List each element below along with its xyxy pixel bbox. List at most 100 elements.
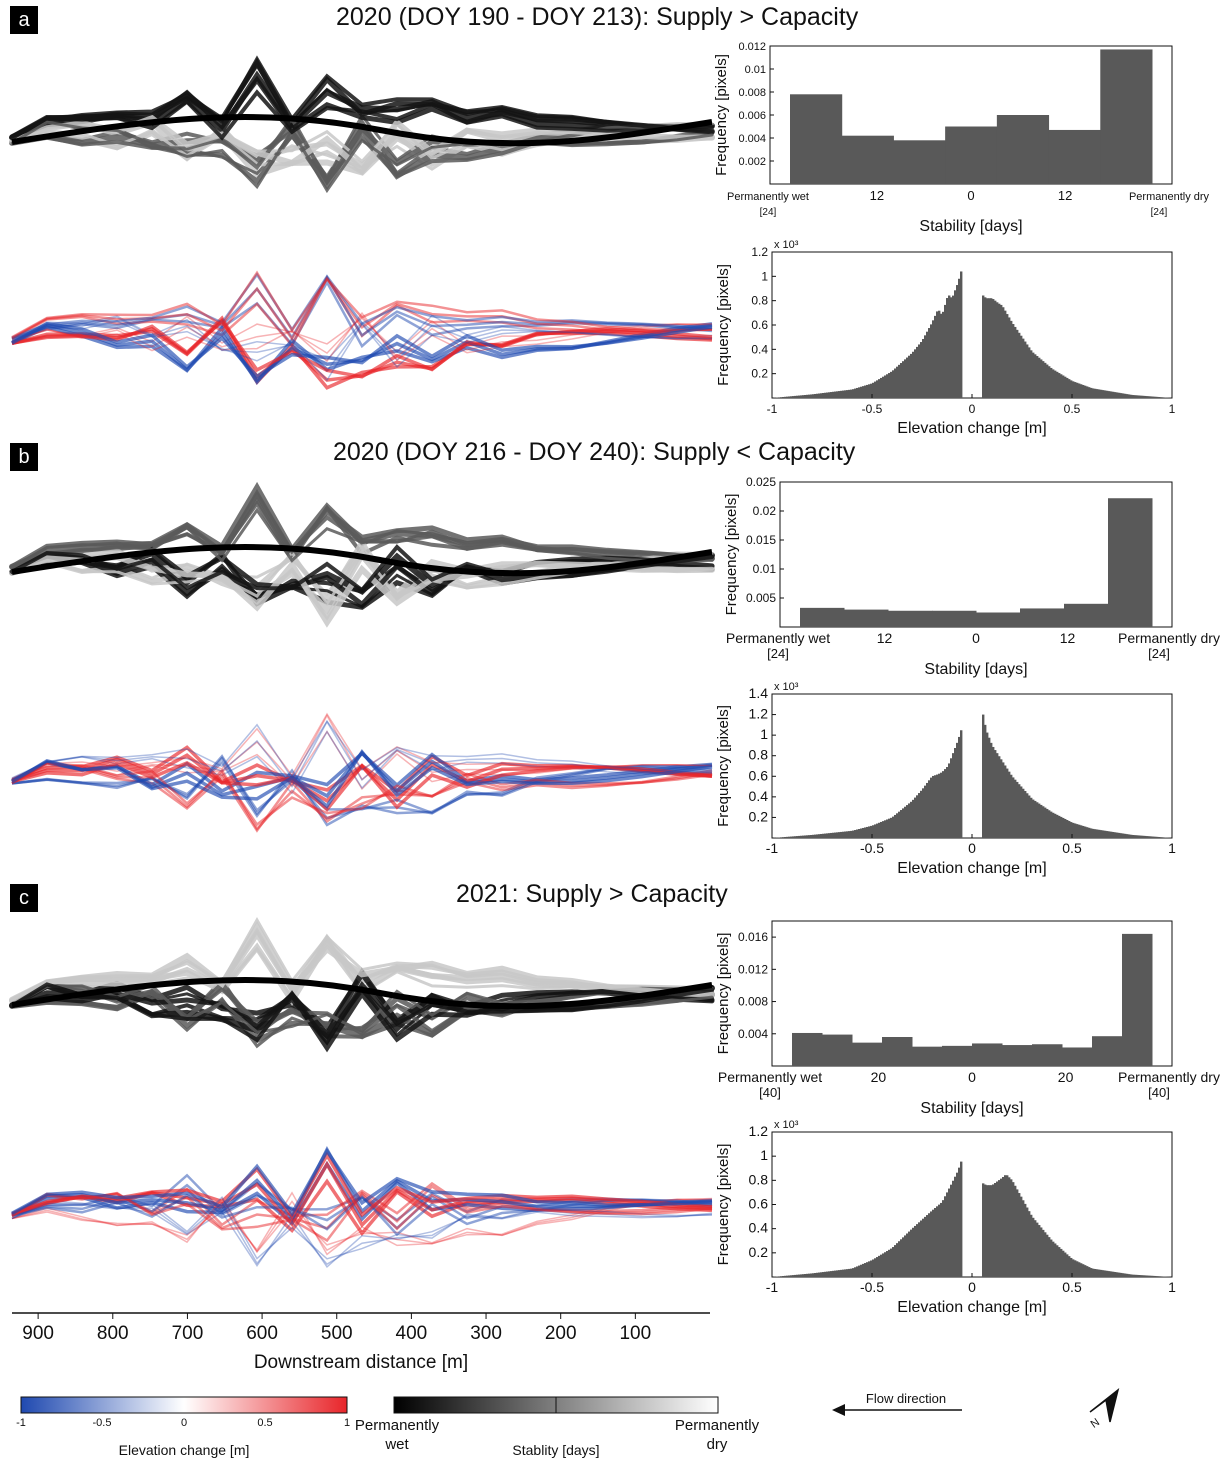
stability-ytick-label: 0.01 [753,562,777,576]
elevation-bar [1152,1275,1155,1277]
elevation-bar [952,1180,955,1277]
elevation-bar [842,390,845,398]
elevation-bar [1018,332,1021,398]
elevation-bar [862,827,865,838]
elevation-bar [1004,1175,1007,1277]
panel-title-c: 2021: Supply > Capacity [456,880,728,908]
elevation-bar [796,395,799,398]
elevation-bar [1108,391,1111,398]
elevation-bar [1032,352,1035,398]
elevation-bar [1000,304,1003,398]
elevation-bar [872,825,875,838]
elevation-bar [1128,394,1131,398]
elevation-bar [778,837,781,838]
elevation-bar [882,376,885,398]
elevation-bar [1054,370,1057,398]
elevation-bar [816,1272,819,1277]
elevation-ytick-label: 1 [760,726,768,742]
stability-bar [882,1037,913,1066]
elevation-bar [1088,1267,1091,1277]
elevation-bar [884,820,887,838]
elevation-map-channel [11,749,713,809]
elevation-bar [1110,831,1113,838]
elevation-bar [1154,836,1157,838]
stability-map-channel [9,921,715,1003]
elevation-bar [1062,1250,1065,1277]
elevation-bar [1022,788,1025,838]
elevation-bar [1110,391,1113,398]
stability-bar [792,1032,823,1066]
elevation-bar [1000,1178,1003,1277]
elevation-ytick-label: 0.4 [751,342,768,356]
elevation-bar [934,315,937,398]
elevation-bar [1020,786,1023,838]
elevation-bar [826,1271,829,1277]
elevation-bar [1048,366,1051,398]
elevation-bar [804,835,807,838]
elevation-map-channel [11,321,713,379]
stability-ytick-label: 0.02 [753,504,777,518]
elevation-bar [1126,1273,1129,1277]
elevation-bar [900,1239,903,1277]
elevation-bar [1088,827,1091,838]
elevation-bar [1040,804,1043,838]
stability-xlabel: Stability [days] [920,1100,1023,1117]
elevation-bar [798,1274,801,1277]
elevation-bar [928,1213,931,1277]
elevation-bars [772,1161,1173,1277]
elevation-bar [930,777,933,838]
elevation-bar [1084,385,1087,398]
elevation-bar [1032,799,1035,838]
elevation-bar [942,1200,945,1277]
elevation-bar [1164,397,1167,398]
elevation-bar [808,835,811,838]
elevation-ytick-label: 1.4 [749,685,769,701]
elevation-bar [1012,777,1015,838]
elevation-bar [1046,808,1049,838]
elevation-bar [1092,388,1095,398]
elevation-bar [998,756,1001,838]
elevation-plot-frame [771,693,1173,839]
elevation-bar [960,1161,963,1277]
elevation-bar [1068,821,1071,838]
elevation-ytick-label: 0.4 [749,1220,769,1236]
elevation-bar [1086,827,1089,838]
elevation-bar [782,837,785,838]
elevation-bar [804,1274,807,1277]
elevation-bar [934,775,937,838]
elevation-bar [990,1185,993,1277]
elevation-bar [1058,1247,1061,1277]
elevation-bar [936,774,939,838]
elevation-bar [1124,1273,1127,1277]
elevation-bar [996,1181,999,1277]
elevation-bar [954,290,957,398]
elevation-ylabel: Frequency [pixels] [715,705,732,827]
elevation-xtick-label: -0.5 [860,840,884,856]
elevation-colorbar-tick: -0.5 [93,1417,112,1429]
elevation-bar [814,834,817,838]
elevation-bar [1132,834,1135,838]
elevation-bar [834,832,837,838]
elevation-bar [840,390,843,398]
stability-bar [844,609,889,627]
elevation-map-channel [11,761,713,833]
elevation-map-channel [11,320,713,382]
elevation-bar [1014,779,1017,838]
elevation-bar [798,835,801,838]
elevation-bar [950,758,953,838]
elevation-bar [920,790,923,838]
stability-right-end-label: Permanently dry [1129,191,1210,203]
elevation-bar [828,392,831,398]
elevation-bar [1026,1207,1029,1277]
elevation-map-channel [11,762,713,827]
elevation-bar [848,831,851,838]
elevation-bar [832,1270,835,1277]
elevation-bar [946,767,949,838]
elevation-map-channel [11,761,713,831]
elevation-bar [1082,825,1085,838]
elevation-bar [780,837,783,838]
elevation-bar [800,1274,803,1277]
elevation-ytick-label: 1 [760,1147,768,1163]
elevation-bar [828,833,831,838]
elevation-bar [1112,1271,1115,1277]
